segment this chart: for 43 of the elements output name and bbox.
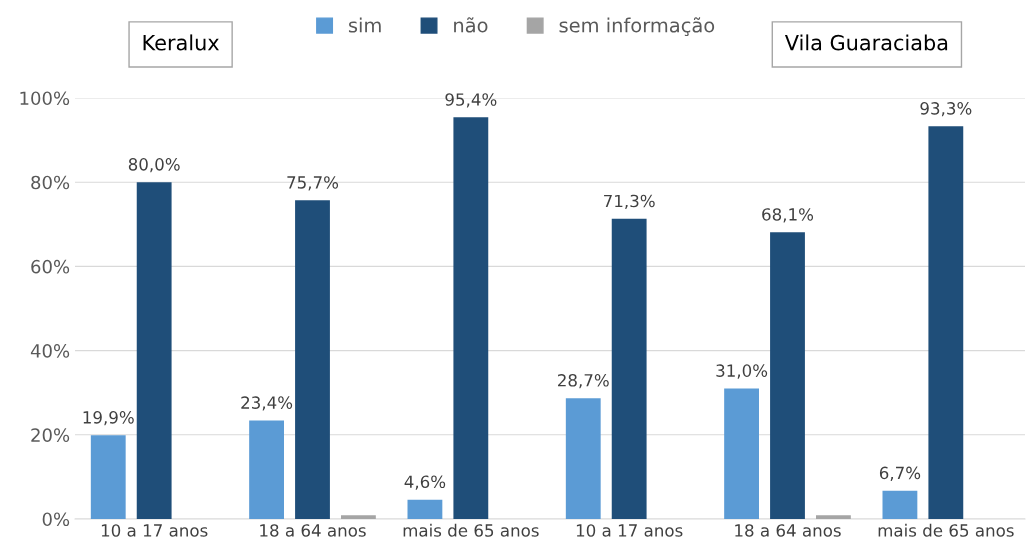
bar (249, 420, 284, 519)
bar (724, 388, 759, 519)
x-tick-label: mais de 65 anos (878, 523, 1014, 537)
x-tick-label: 10 a 17 anos (101, 524, 208, 537)
y-tick-label: 60% (31, 259, 70, 274)
x-tick-label: 18 a 64 anos (260, 524, 366, 537)
bar (453, 117, 489, 519)
legend-label: sim (348, 17, 381, 33)
bar (611, 218, 647, 519)
data-label: 6,7% (879, 466, 921, 481)
data-label: 4,6% (404, 475, 446, 490)
text: Keralux (143, 34, 219, 51)
data-label: 68,1% (762, 208, 814, 223)
bar (928, 126, 964, 519)
bar (882, 490, 918, 519)
bar (341, 515, 376, 519)
y-tick-label: 40% (30, 344, 70, 358)
x-tick-label: 18 a 64 anos (735, 524, 841, 537)
data-label: 28,7% (558, 374, 609, 389)
data-label: 31,0% (716, 364, 768, 379)
text: Vila Guaraciaba (784, 34, 948, 51)
bar (407, 499, 443, 519)
y-tick-label: 100% (20, 91, 70, 106)
bar (816, 515, 851, 519)
bar (565, 398, 601, 519)
bar (295, 200, 330, 519)
x-tick-label: 10 a 17 anos (576, 524, 683, 537)
bar (770, 232, 805, 519)
data-label: 95,4% (445, 93, 497, 108)
x-tick-label: mais de 65 anos (403, 523, 539, 537)
y-tick-label: 20% (31, 428, 70, 442)
data-label: 71,3% (604, 194, 655, 209)
bar (90, 435, 126, 519)
legend-label: sem informação (559, 17, 715, 37)
data-label: 80,0% (128, 158, 180, 173)
data-label: 93,3% (920, 102, 972, 117)
data-label: 75,7% (287, 176, 339, 191)
data-label: 23,4% (241, 396, 293, 411)
data-label: 19,9% (83, 411, 134, 426)
y-tick-label: 80% (31, 175, 70, 190)
legend-label: não (454, 17, 488, 33)
y-tick-label: 0% (42, 512, 70, 527)
bar (136, 182, 172, 519)
